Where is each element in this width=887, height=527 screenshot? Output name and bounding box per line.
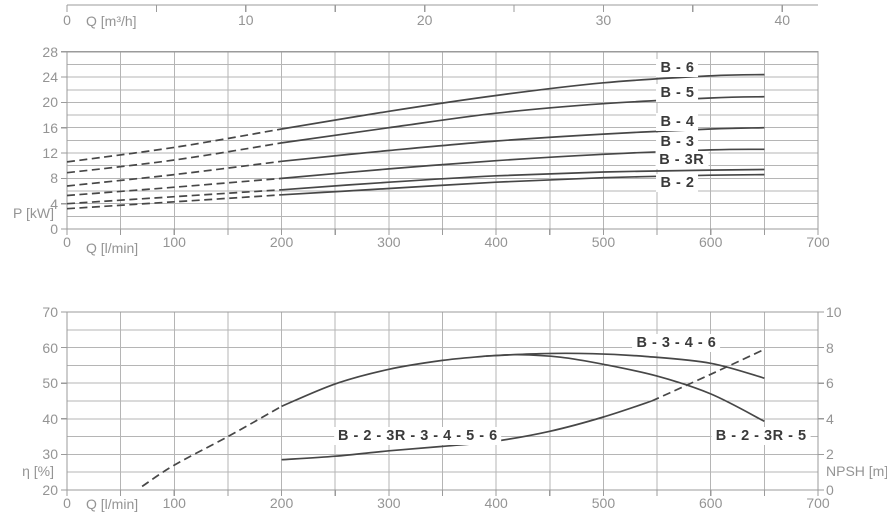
curve-eta-b-2-3r-5 [485,353,765,423]
curve-b-4 [281,126,765,163]
m3h-tick-label: 20 [416,12,433,28]
power-x-tick-label: 100 [162,234,186,250]
curve-eta-rise-extrapolated [141,405,283,488]
m3h-axis [66,4,818,12]
curve-label-b-2: B - 2 [656,173,699,192]
efficiency-x-tick-label: 300 [377,495,401,511]
power-chart-x-axis-title: Q [l/min] [86,240,139,256]
npsh-y-tick-label: 10 [826,304,842,320]
npsh-y-tick-label: 0 [826,482,834,498]
curve-label-b-2-3r-5: B - 2 - 3R - 5 [711,426,811,445]
efficiency-x-tick-label: 500 [591,495,616,511]
efficiency-y-tick-label: 40 [42,410,58,427]
curve-label-b-6: B - 6 [656,59,699,78]
efficiency-x-tick-label: 200 [269,495,294,511]
power-x-tick-label: 500 [591,234,616,250]
npsh-y-tick-label: 4 [826,410,834,427]
curve-b-2 [281,173,765,196]
power-x-tick-label: 300 [377,234,401,250]
efficiency-x-tick-label: 0 [63,495,71,511]
efficiency-npsh-curves [141,348,765,488]
curve-eta-b-3-4-6 [485,352,765,380]
power-y-tick-label: 8 [50,170,58,187]
power-x-tick-label: 200 [269,234,294,250]
m3h-tick-label: 10 [238,12,254,28]
power-y-tick-label: 0 [50,221,58,237]
curve-label-b-3r: B - 3R [655,151,709,170]
power-y-tick-label: 12 [42,145,58,162]
efficiency-x-tick-label: 400 [484,495,508,511]
efficiency-y-tick-label: 20 [42,482,58,498]
power-x-tick-label: 600 [699,234,723,250]
efficiency-x-tick-label: 100 [162,495,186,511]
m3h-tick-label: 40 [774,12,791,28]
power-x-tick-label: 400 [484,234,508,250]
power-curves [66,73,765,210]
npsh-y-tick-label: 8 [826,339,834,356]
curve-b-3r-dashed [66,188,282,205]
power-y-tick-label: 4 [50,195,58,212]
curve-b-2-dashed [66,193,282,210]
top-axis-title-q-m3h: Q [m³/h] [86,13,137,29]
efficiency-chart-frame [61,311,824,496]
curve-b-6-dashed [66,128,282,163]
power-y-tick-label: 28 [42,43,58,60]
efficiency-y-tick-label: 50 [42,375,58,392]
power-y-tick-label: 24 [42,69,58,86]
curve-b-6 [281,73,765,130]
power-x-tick-label: 0 [63,234,71,250]
curve-b-3-dashed [66,177,282,197]
efficiency-x-tick-label: 700 [806,495,830,511]
m3h-tick-label: 0 [63,12,71,28]
curve-label-b-3: B - 3 [656,133,699,152]
efficiency-y-tick-label: 30 [42,446,58,463]
power-y-tick-label: 16 [42,119,58,136]
curve-npsh-extrapolated [651,348,765,402]
npsh-y-tick-label: 2 [826,446,834,463]
npsh-y-tick-label: 6 [826,375,834,392]
curve-label-b-2-3r-3-4-5-6: B - 2 - 3R - 3 - 4 - 5 - 6 [333,426,502,445]
curve-label-b-3-4-6: B - 3 - 4 - 6 [632,333,721,352]
efficiency-x-tick-label: 600 [699,495,723,511]
curve-eta-rise-common [281,355,486,408]
curve-b-3 [281,148,765,180]
efficiency-y-tick-label: 70 [42,304,58,320]
curve-b-4-dashed [66,160,282,187]
curve-b-5 [281,95,765,144]
curve-label-b-5: B - 5 [656,83,699,102]
efficiency-y-tick-label: 60 [42,339,58,356]
curve-b-3r [281,168,765,191]
power-axis-title: P [kW] [13,205,54,221]
m3h-tick-label: 30 [595,12,612,28]
power-chart-grid [67,51,818,229]
curve-b-5-dashed [66,142,282,174]
npsh-axis-title: NPSH [m] [826,463,887,479]
efficiency-axis-title: η [%] [22,463,54,479]
power-y-tick-label: 20 [42,94,58,111]
power-chart-frame [61,51,819,235]
curve-label-b-4: B - 4 [656,113,699,132]
power-x-tick-label: 700 [806,234,830,250]
efficiency-chart-x-axis-title: Q [l/min] [86,496,139,512]
